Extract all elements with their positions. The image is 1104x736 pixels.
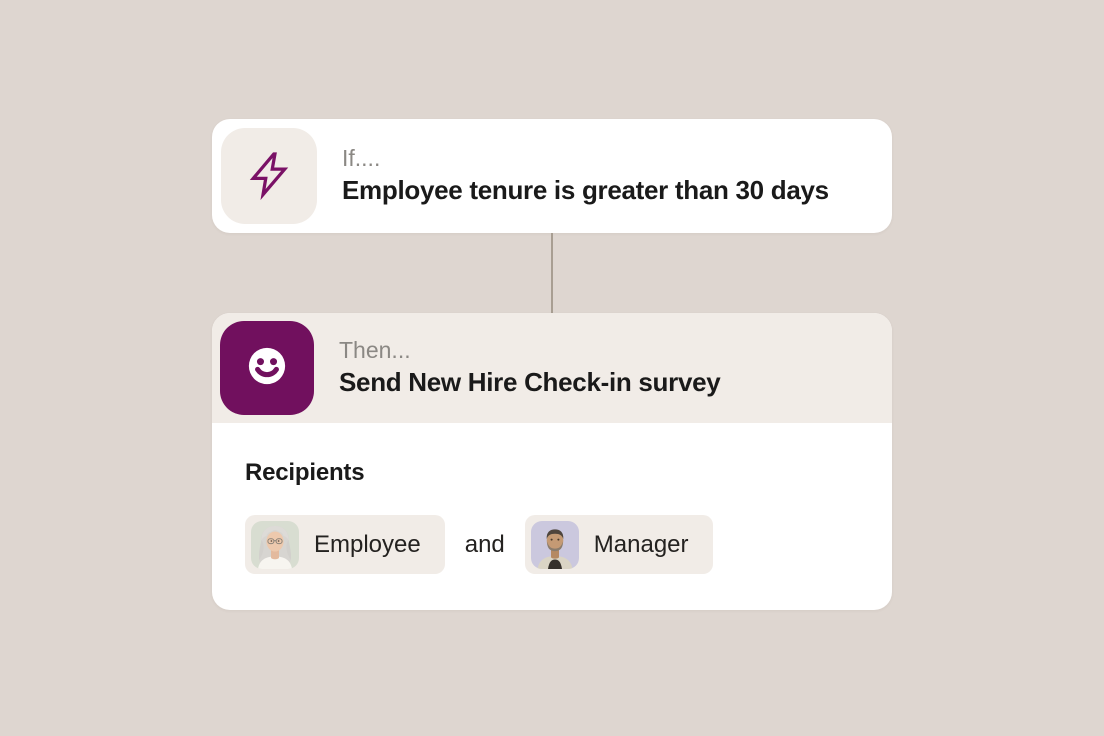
then-card-header: Then... Send New Hire Check-in survey — [212, 313, 892, 423]
employee-avatar — [251, 520, 299, 569]
lightning-icon — [243, 148, 295, 205]
recipient-chip-employee[interactable]: Employee — [245, 515, 445, 574]
if-card-title: Employee tenure is greater than 30 days — [342, 175, 829, 206]
connector-line — [551, 233, 553, 313]
then-card-body: Recipients — [212, 423, 892, 574]
manager-avatar — [530, 520, 579, 569]
if-card-texts: If.... Employee tenure is greater than 3… — [342, 144, 829, 206]
then-card-label: Then... — [339, 336, 411, 363]
then-action-card[interactable]: Then... Send New Hire Check-in survey Re… — [212, 313, 892, 610]
recipients-heading: Recipients — [245, 459, 365, 486]
recipient-chip-label: Employee — [314, 530, 421, 558]
smiley-icon — [238, 337, 296, 400]
recipient-chip-label: Manager — [593, 530, 689, 558]
if-card-icon-tile — [221, 128, 317, 224]
then-card-icon-tile — [220, 321, 314, 415]
then-card-texts: Then... Send New Hire Check-in survey — [339, 336, 721, 398]
recipient-chip-manager[interactable]: Manager — [524, 515, 713, 574]
then-card-title: Send New Hire Check-in survey — [339, 367, 721, 398]
if-condition-card[interactable]: If.... Employee tenure is greater than 3… — [212, 119, 892, 233]
recipients-row: Employee and — [245, 515, 859, 574]
if-card-label: If.... — [342, 144, 381, 171]
recipients-joiner: and — [464, 530, 505, 558]
